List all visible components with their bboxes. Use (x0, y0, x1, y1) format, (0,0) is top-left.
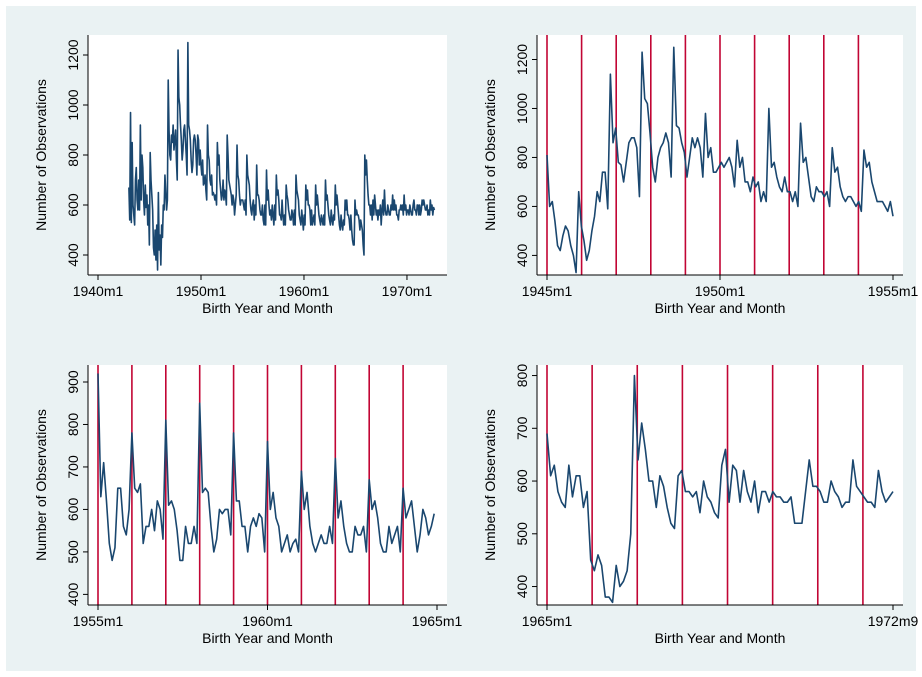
y-axis-title: Number of Observations (482, 409, 498, 561)
x-tick-label: 1960m1 (242, 613, 293, 629)
x-axis-title: Birth Year and Month (202, 630, 333, 646)
x-tick-label: 1955m1 (868, 283, 919, 299)
y-tick-label: 600 (514, 469, 530, 493)
series-line (97, 373, 435, 562)
y-tick-label: 600 (65, 193, 81, 217)
x-tick-label: 1960m1 (279, 283, 330, 299)
x-axis-title: Birth Year and Month (655, 630, 786, 646)
x-tick-label: 1965m1 (412, 613, 463, 629)
x-tick-label: 1940m1 (73, 283, 124, 299)
panel-bottom-left: 400 500 600 700 800 900 1955m1 1960m1 1965m1 Birt… (33, 365, 463, 646)
y-tick-label: 600 (514, 195, 530, 219)
y-tick-label: 600 (65, 498, 81, 522)
y-tick-label: 800 (514, 364, 530, 388)
y-tick-label: 700 (514, 416, 530, 440)
x-tick-label: 1970m1 (382, 283, 433, 299)
y-tick-label: 700 (65, 455, 81, 479)
x-axis-title: Birth Year and Month (655, 300, 786, 316)
y-tick-label: 800 (65, 143, 81, 167)
y-tick-label: 900 (65, 370, 81, 394)
y-tick-label: 800 (65, 413, 81, 437)
y-tick-label: 400 (514, 575, 530, 599)
panel-top-left: 400 600 800 1000 1200 1940m1 1950m1 1960m1 1970m… (33, 35, 447, 316)
y-tick-label: 400 (514, 244, 530, 268)
x-axis-title: Birth Year and Month (202, 300, 333, 316)
y-tick-label: 500 (65, 540, 81, 564)
y-tick-label: 1200 (514, 44, 530, 75)
y-tick-label: 1000 (65, 89, 81, 120)
y-tick-label: 1000 (514, 93, 530, 124)
x-tick-label: 1945m1 (522, 283, 573, 299)
x-tick-label: 1972m9 (868, 613, 919, 629)
y-tick-label: 500 (514, 522, 530, 546)
x-tick-label: 1955m1 (73, 613, 124, 629)
series-line (546, 374, 894, 604)
x-tick-label: 1950m1 (176, 283, 227, 299)
y-tick-label: 800 (514, 146, 530, 170)
y-tick-label: 400 (65, 582, 81, 606)
series-line (546, 46, 894, 274)
x-tick-label: 1950m1 (695, 283, 746, 299)
y-axis-title: Number of Observations (33, 409, 49, 561)
y-tick-label: 1200 (65, 39, 81, 70)
y-tick-label: 400 (65, 243, 81, 267)
panel-bottom-right: 400 500 600 700 800 1965m1 1972m9 Birth Year an… (482, 364, 919, 646)
series-line (128, 41, 436, 271)
x-tick-label: 1965m1 (522, 613, 573, 629)
y-axis-title: Number of Observations (482, 79, 498, 231)
y-axis-title: Number of Observations (33, 79, 49, 231)
panel-top-right: 400 600 800 1000 1200 1945m1 1950m1 1955m1 Birth… (482, 35, 919, 316)
plot-area (88, 35, 447, 275)
